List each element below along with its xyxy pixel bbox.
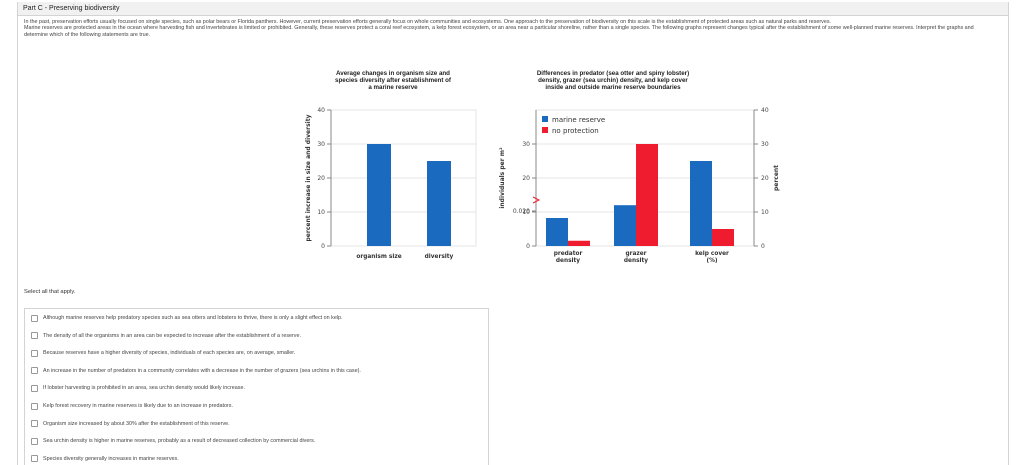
y-tick-label: 30 — [317, 141, 325, 148]
answer-option-label: Although marine reserves help predatory … — [43, 315, 343, 321]
checkbox[interactable] — [31, 420, 38, 428]
bar-diversity — [427, 161, 451, 246]
chart2-title-line: density, grazer (sea urchin) density, an… — [538, 77, 688, 84]
right-y-tick-label: 10 — [761, 209, 769, 216]
left-y-tick-label: 20 — [522, 175, 530, 182]
y-axis-label: percent increase in size and diversity — [305, 114, 312, 241]
chart2-title: Differences in predator (sea otter and s… — [508, 70, 718, 91]
checkbox[interactable] — [31, 455, 38, 463]
chart2-svg: 00.020102030010203040predatordensitygraz… — [499, 107, 780, 264]
x-category-label: density — [556, 258, 580, 264]
bar-no-protection-grazer — [636, 144, 658, 246]
checkbox[interactable] — [31, 384, 38, 392]
answer-option[interactable]: If lobster harvesting is prohibited in a… — [31, 383, 245, 393]
legend-label: no protection — [552, 127, 599, 135]
axis-break-icon — [532, 196, 541, 204]
bar-no-protection-kelp-cover — [712, 229, 734, 246]
legend-swatch — [542, 127, 548, 133]
part-header: Part C - Preserving biodiversity — [18, 2, 1008, 16]
answer-option[interactable]: Although marine reserves help predatory … — [31, 313, 343, 323]
answer-option-label: Organism size increased by about 30% aft… — [43, 420, 230, 427]
chart2-title-line: inside and outside marine reserve bounda… — [545, 84, 681, 91]
bar-marine-reserve-kelp-cover — [690, 161, 712, 246]
y-tick-label: 10 — [317, 209, 325, 216]
checkbox[interactable] — [31, 314, 38, 322]
x-category-label: organism size — [356, 254, 401, 260]
chart1-svg: 0 10 20 30 40 organism size diversity percent i… — [305, 107, 477, 260]
left-y-axis-label: individuals per m² — [499, 147, 506, 209]
question-frame: Part C - Preserving biodiversity In the … — [17, 2, 1009, 465]
right-y-axis-label: percent — [773, 165, 780, 191]
x-category-label: predator — [554, 251, 583, 257]
left-y-tick-label: 10 — [522, 209, 530, 216]
intro-paragraph-2: Marine reserves are protected areas in t… — [24, 25, 974, 38]
left-y-tick-label: 0.020 — [513, 208, 530, 215]
answer-option-label: The density of all the organisms in an a… — [43, 332, 301, 339]
x-category-label: grazer — [625, 251, 646, 257]
x-category-label: diversity — [425, 254, 454, 260]
y-tick-label: 20 — [317, 175, 325, 182]
x-category-label: density — [624, 258, 648, 264]
checkbox[interactable] — [31, 332, 38, 340]
intro-paragraph-1: In the past, preservation efforts usuall… — [24, 19, 832, 25]
answer-option-label: An increase in the number of predators i… — [43, 367, 361, 374]
right-y-tick-label: 20 — [761, 175, 769, 182]
answer-option[interactable]: An increase in the number of predators i… — [31, 366, 361, 376]
intro-text: In the past, preservation efforts usuall… — [24, 19, 999, 38]
answer-option[interactable]: Sea urchin density is higher in marine r… — [31, 436, 315, 446]
checkbox[interactable] — [31, 367, 38, 375]
bar-marine-reserve-predator — [546, 218, 568, 246]
answer-option-label: If lobster harvesting is prohibited in a… — [43, 385, 245, 392]
left-y-tick-label: 30 — [522, 141, 530, 148]
answer-option[interactable]: Species diversity generally increases in… — [31, 454, 179, 464]
bar-marine-reserve-grazer — [614, 205, 636, 246]
x-category-label: kelp cover — [695, 251, 729, 257]
answer-option[interactable]: Kelp forest recovery in marine reserves … — [31, 401, 233, 411]
answer-option-label: Kelp forest recovery in marine reserves … — [43, 403, 233, 409]
y-tick-label: 40 — [317, 107, 325, 114]
select-all-instruction: Select all that apply. — [24, 289, 76, 295]
left-y-tick-label: 0 — [526, 243, 530, 250]
chart2-title-line: Differences in predator (sea otter and s… — [536, 70, 690, 77]
y-tick-label: 0 — [321, 243, 325, 250]
chart1-title-line: species diversity after establishment of — [335, 77, 451, 84]
answer-option-label: Species diversity generally increases in… — [43, 455, 179, 462]
bar-no-protection-predator — [568, 240, 590, 246]
right-y-tick-label: 40 — [761, 107, 769, 114]
right-y-tick-label: 0 — [761, 243, 765, 250]
chart1-title-line: a marine reserve — [368, 84, 418, 91]
bar-organism-size — [367, 144, 391, 246]
answer-option-label: Sea urchin density is higher in marine r… — [43, 438, 316, 445]
chart1-title-line: Average changes in organism size and — [336, 70, 450, 77]
chart1: 0 10 20 30 40 organism size diversity percent i… — [276, 98, 486, 273]
legend-swatch — [542, 116, 548, 122]
chart2: 0 0.020 10 20 30 0 10 20 30 40 predator density graz… — [476, 98, 796, 273]
checkbox[interactable] — [31, 349, 38, 357]
chart1-title: Average changes in organism size and spe… — [308, 70, 478, 91]
x-category-label: (%) — [706, 258, 717, 264]
answer-option[interactable]: The density of all the organisms in an a… — [31, 331, 301, 341]
checkbox[interactable] — [31, 437, 38, 445]
answer-options: Although marine reserves help predatory … — [24, 308, 489, 465]
right-y-tick-label: 30 — [761, 141, 769, 148]
answer-option[interactable]: Organism size increased by about 30% aft… — [31, 419, 230, 429]
answer-option-label: Because reserves have a higher diversity… — [43, 350, 296, 357]
checkbox[interactable] — [31, 402, 38, 410]
legend-label: marine reserve — [552, 116, 605, 124]
answer-option[interactable]: Because reserves have a higher diversity… — [31, 348, 295, 358]
